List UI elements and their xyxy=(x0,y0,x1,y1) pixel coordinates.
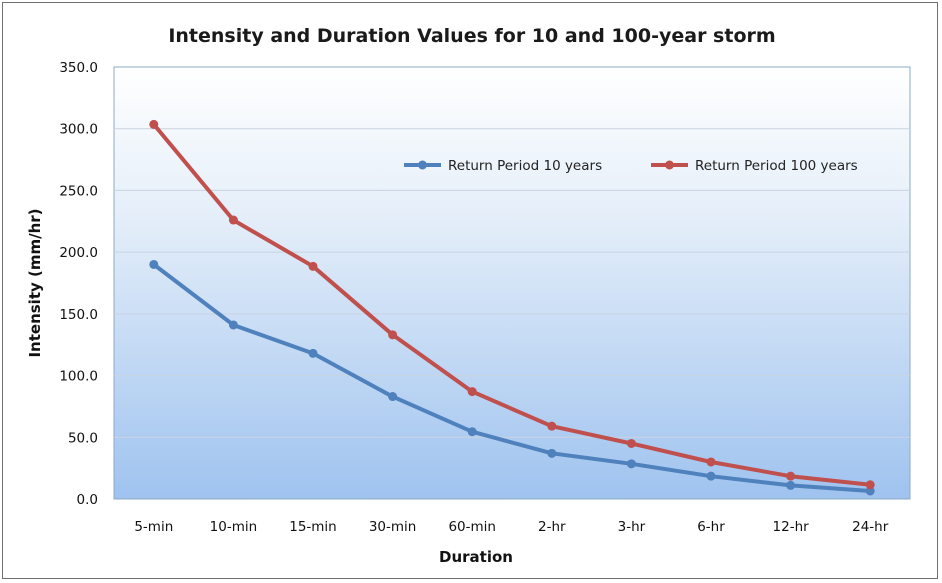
x-tick-label: 60-min xyxy=(448,519,496,535)
x-tick-label: 15-min xyxy=(289,519,337,535)
data-point xyxy=(149,259,159,269)
data-point xyxy=(228,320,238,330)
x-axis-ticks: 5-min 10-min 15-min 30-min 60-min 2-hr 3-hr 6-h… xyxy=(134,519,888,535)
data-point xyxy=(786,471,796,481)
x-tick-label: 24-hr xyxy=(852,519,889,535)
x-tick-label: 30-min xyxy=(369,519,417,535)
x-axis-label: Duration xyxy=(439,548,513,566)
x-tick-label: 5-min xyxy=(134,519,173,535)
data-point xyxy=(228,215,238,225)
y-axis-label: Intensity (mm/hr) xyxy=(26,208,44,357)
x-tick-label: 12-hr xyxy=(773,519,810,535)
x-tick-label: 6-hr xyxy=(697,519,725,535)
data-point xyxy=(467,427,477,437)
legend-label-100yr: Return Period 100 years xyxy=(695,158,858,174)
chart-title: Intensity and Duration Values for 10 and… xyxy=(168,25,775,47)
legend: Return Period 10 years Return Period 100… xyxy=(404,158,858,174)
data-point xyxy=(308,348,318,358)
data-point xyxy=(706,457,716,467)
x-tick-label: 10-min xyxy=(210,519,258,535)
y-tick-label: 350.0 xyxy=(59,60,98,76)
data-point xyxy=(865,480,875,490)
data-point xyxy=(149,119,159,129)
series-lines xyxy=(149,119,875,496)
data-point xyxy=(388,392,398,402)
y-tick-label: 100.0 xyxy=(59,369,98,385)
y-tick-label: 300.0 xyxy=(59,122,98,138)
data-point xyxy=(388,330,398,340)
data-point xyxy=(786,480,796,490)
data-point xyxy=(626,438,636,448)
y-axis-ticks: 0.0 50.0 100.0 150.0 200.0 250.0 300.0 350.0 xyxy=(59,60,98,508)
plot-area xyxy=(113,66,911,500)
y-tick-label: 150.0 xyxy=(59,307,98,323)
data-point xyxy=(547,448,557,458)
data-point xyxy=(865,486,875,496)
data-point xyxy=(308,261,318,271)
x-tick-label: 3-hr xyxy=(618,519,646,535)
data-point xyxy=(467,387,477,397)
gridlines xyxy=(114,128,910,438)
legend-marker-100yr xyxy=(665,160,674,170)
legend-label-10yr: Return Period 10 years xyxy=(448,158,602,174)
series-line-0 xyxy=(151,262,873,493)
data-point xyxy=(547,421,557,431)
y-tick-label: 250.0 xyxy=(59,183,98,199)
legend-marker-10yr xyxy=(418,160,427,170)
x-tick-label: 2-hr xyxy=(538,519,566,535)
y-tick-label: 200.0 xyxy=(59,245,98,261)
data-point xyxy=(626,459,636,469)
y-tick-label: 50.0 xyxy=(68,430,98,446)
series-line-1 xyxy=(151,122,873,487)
data-point xyxy=(706,471,716,481)
y-tick-label: 0.0 xyxy=(77,492,98,508)
